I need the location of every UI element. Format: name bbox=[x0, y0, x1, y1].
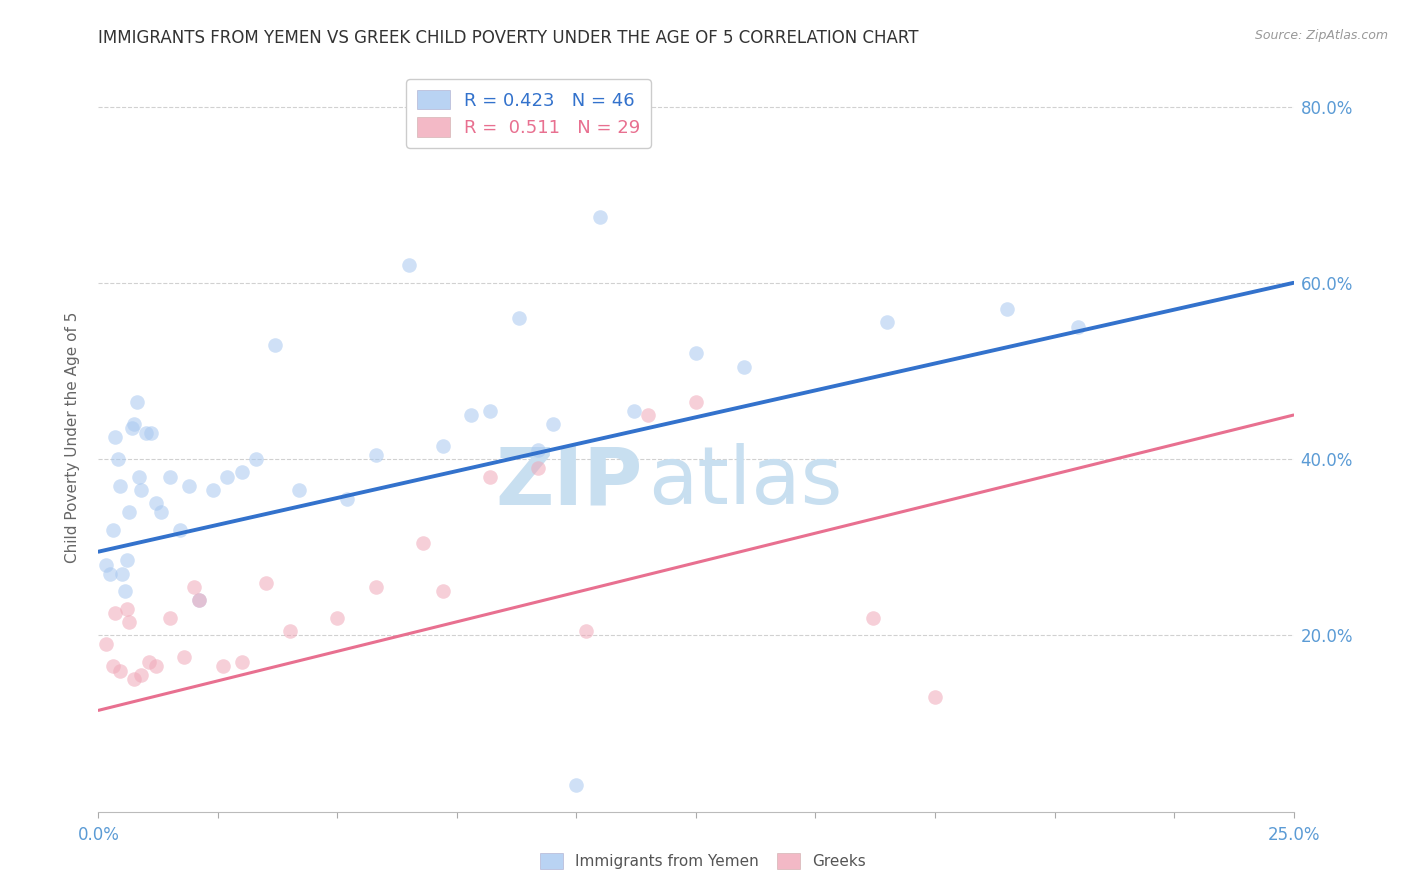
Point bbox=[107, 452, 129, 467]
Point bbox=[685, 346, 707, 360]
Legend: R = 0.423   N = 46, R =  0.511   N = 29: R = 0.423 N = 46, R = 0.511 N = 29 bbox=[406, 79, 651, 148]
Point bbox=[145, 659, 167, 673]
Point bbox=[121, 421, 143, 435]
Point bbox=[115, 602, 138, 616]
Point bbox=[231, 466, 253, 480]
Point bbox=[183, 580, 205, 594]
Point bbox=[278, 624, 301, 638]
Point bbox=[508, 311, 530, 326]
Point bbox=[479, 403, 502, 417]
Point bbox=[124, 673, 146, 687]
Point bbox=[118, 505, 141, 519]
Point bbox=[995, 302, 1018, 317]
Point bbox=[231, 655, 253, 669]
Point bbox=[862, 611, 884, 625]
Point bbox=[924, 690, 946, 705]
Point bbox=[1067, 319, 1090, 334]
Point bbox=[131, 483, 153, 497]
Point bbox=[685, 394, 707, 409]
Point bbox=[104, 607, 127, 621]
Text: IMMIGRANTS FROM YEMEN VS GREEK CHILD POVERTY UNDER THE AGE OF 5 CORRELATION CHAR: IMMIGRANTS FROM YEMEN VS GREEK CHILD POV… bbox=[98, 29, 920, 47]
Point bbox=[101, 659, 124, 673]
Point bbox=[94, 637, 117, 651]
Point bbox=[623, 403, 645, 417]
Legend: Immigrants from Yemen, Greeks: Immigrants from Yemen, Greeks bbox=[534, 847, 872, 875]
Point bbox=[108, 478, 131, 492]
Point bbox=[733, 359, 755, 374]
Point bbox=[589, 210, 612, 224]
Point bbox=[187, 593, 209, 607]
Point bbox=[202, 483, 225, 497]
Point bbox=[159, 469, 181, 483]
Point bbox=[527, 443, 550, 458]
Point bbox=[412, 536, 434, 550]
Point bbox=[124, 417, 146, 431]
Point bbox=[637, 408, 659, 422]
Point bbox=[179, 478, 201, 492]
Point bbox=[211, 659, 233, 673]
Point bbox=[288, 483, 311, 497]
Point bbox=[139, 425, 162, 440]
Point bbox=[125, 394, 148, 409]
Point bbox=[264, 337, 287, 351]
Point bbox=[173, 650, 195, 665]
Point bbox=[398, 258, 420, 272]
Point bbox=[432, 584, 454, 599]
Point bbox=[111, 566, 134, 581]
Point bbox=[575, 624, 598, 638]
Point bbox=[326, 611, 349, 625]
Point bbox=[115, 553, 138, 567]
Point bbox=[479, 469, 502, 483]
Point bbox=[159, 611, 181, 625]
Point bbox=[135, 425, 157, 440]
Point bbox=[114, 584, 136, 599]
Point bbox=[108, 664, 131, 678]
Point bbox=[432, 439, 454, 453]
Y-axis label: Child Poverty Under the Age of 5: Child Poverty Under the Age of 5 bbox=[65, 311, 80, 563]
Point bbox=[94, 558, 117, 572]
Point bbox=[145, 496, 167, 510]
Point bbox=[149, 505, 172, 519]
Point bbox=[565, 778, 588, 792]
Point bbox=[128, 469, 150, 483]
Text: Source: ZipAtlas.com: Source: ZipAtlas.com bbox=[1254, 29, 1388, 42]
Point bbox=[364, 580, 387, 594]
Point bbox=[104, 430, 127, 444]
Point bbox=[118, 615, 141, 630]
Point bbox=[98, 566, 122, 581]
Text: atlas: atlas bbox=[648, 443, 842, 521]
Point bbox=[364, 448, 387, 462]
Point bbox=[254, 575, 277, 590]
Text: ZIP: ZIP bbox=[495, 443, 643, 521]
Point bbox=[138, 655, 160, 669]
Point bbox=[541, 417, 564, 431]
Point bbox=[217, 469, 239, 483]
Point bbox=[187, 593, 209, 607]
Point bbox=[336, 491, 359, 506]
Point bbox=[245, 452, 267, 467]
Point bbox=[876, 316, 898, 330]
Point bbox=[527, 461, 550, 475]
Point bbox=[169, 523, 191, 537]
Point bbox=[131, 668, 153, 682]
Point bbox=[101, 523, 124, 537]
Point bbox=[460, 408, 482, 422]
